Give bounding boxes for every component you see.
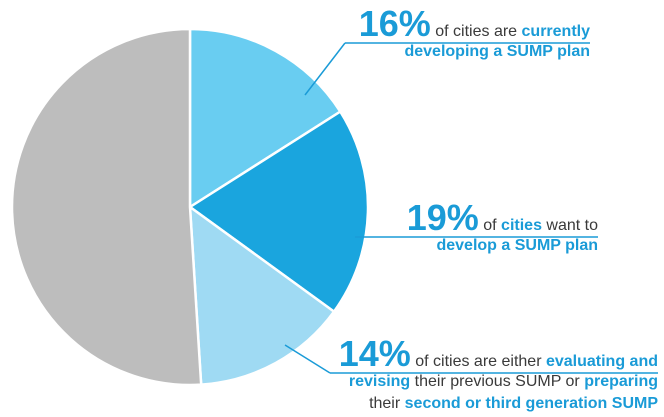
pie-slice — [188, 204, 336, 386]
annotation-text: of — [483, 217, 501, 234]
annotation-line: 16% of cities are currently — [359, 3, 590, 44]
annotation-text: cities — [501, 217, 542, 234]
pie-slice — [187, 109, 370, 314]
pie-slice — [10, 27, 203, 387]
annotation-text: developing a SUMP plan — [404, 43, 590, 60]
annotation-line: 14% of cities are either evaluating and — [339, 333, 658, 374]
value-label: 16% — [359, 3, 431, 44]
annotation-text: currently — [522, 23, 591, 40]
annotation-text: their — [369, 395, 405, 412]
annotation-text: second or third generation SUMP — [405, 395, 659, 412]
annotation-line: develop a SUMP plan — [436, 237, 598, 254]
leader-line — [304, 42, 346, 96]
annotation-text: their previous SUMP or — [410, 373, 584, 390]
annotation-text: want to — [542, 217, 598, 234]
annotation-line: their second or third generation SUMP — [369, 395, 658, 412]
annotation-text: of cities are either — [415, 353, 546, 370]
annotation-text: revising — [349, 373, 410, 390]
value-label: 14% — [339, 333, 411, 374]
value-label: 19% — [407, 197, 479, 238]
annotation-line: 19% of cities want to — [407, 197, 598, 238]
annotation-text: develop a SUMP plan — [436, 237, 598, 254]
annotation-text: evaluating and — [546, 353, 658, 370]
annotation-line: developing a SUMP plan — [404, 43, 590, 60]
annotation-line: revising their previous SUMP or preparin… — [349, 373, 658, 390]
leader-line — [284, 344, 331, 374]
pie-slice — [188, 27, 343, 210]
annotation-text: of cities are — [435, 23, 521, 40]
annotation-text: preparing — [584, 373, 658, 390]
